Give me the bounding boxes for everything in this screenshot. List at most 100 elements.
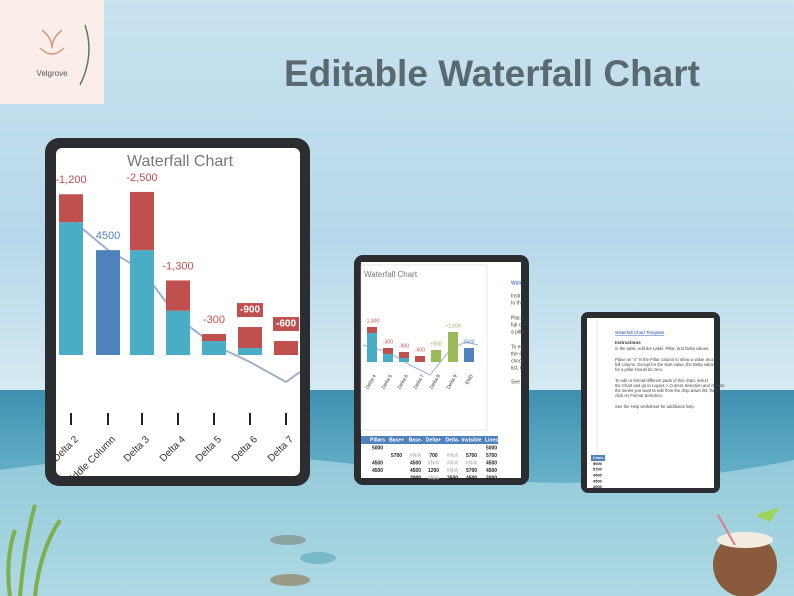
column-cell: Lines xyxy=(593,455,604,460)
text-line: Place an "x" in the Pillar column to sho… xyxy=(615,357,714,362)
text-line: full column. Except for the start value,… xyxy=(615,362,715,367)
text-line: for a pillar should be zero. xyxy=(615,367,663,372)
table-header: Lines xyxy=(485,437,498,443)
side-line: To ed xyxy=(511,344,523,350)
value-label: -1,200 xyxy=(55,174,86,186)
sheet-link: Waterfall Chart Template xyxy=(615,330,665,335)
column-cell: 4500 xyxy=(593,478,603,483)
sheet-paragraph: See the Help worksheet for additional he… xyxy=(615,404,695,409)
base-bar xyxy=(166,310,190,355)
side-line: full c xyxy=(511,322,522,328)
table-header: Base+ xyxy=(389,437,404,443)
value-label: 4500 xyxy=(96,230,120,242)
table-cell: 4500 xyxy=(372,460,383,466)
mini-label: -900 xyxy=(399,343,409,349)
mini-delta xyxy=(383,348,393,354)
table-header: Delta+ xyxy=(426,437,441,443)
column-cell: 5700 xyxy=(593,467,603,472)
column-header-bg xyxy=(591,455,605,461)
fish xyxy=(270,574,310,586)
mini-delta xyxy=(464,348,474,354)
chart-frame xyxy=(360,264,488,431)
mini-delta xyxy=(399,352,409,358)
side-line: In the xyxy=(511,300,524,306)
logo-name: Velgrove xyxy=(36,69,68,78)
mini-delta xyxy=(448,332,458,338)
side-line: See t xyxy=(511,379,523,385)
base-bar xyxy=(238,348,262,355)
table-header: Delta- xyxy=(446,437,460,443)
sheet-heading: Instructions xyxy=(615,340,641,345)
sheet-paragraph: In the table, edit the Label, Pillar, an… xyxy=(615,346,709,351)
column-cell: 5000 xyxy=(593,461,603,466)
coconut-top xyxy=(717,532,773,548)
table-cell: 4500 xyxy=(466,475,477,481)
text-line: See the Help worksheet for additional he… xyxy=(615,404,695,409)
mini-label: -1,300 xyxy=(365,318,379,324)
table-cell: 5000 xyxy=(486,445,497,451)
table-cell: 4500 xyxy=(410,460,421,466)
table-cell: 4500 xyxy=(410,468,421,474)
mini-bar xyxy=(448,332,458,362)
umbrella xyxy=(755,507,780,522)
label-box xyxy=(237,303,263,318)
column-cell: 4500 xyxy=(593,472,603,477)
table-cell: #N/A xyxy=(466,460,478,466)
side-line: choos xyxy=(511,358,525,364)
mini-label: +900 xyxy=(430,341,441,347)
side-line: Place xyxy=(511,315,524,321)
mini-category: END xyxy=(464,373,475,385)
text-line: the Chart and go to Layout > Current Sel… xyxy=(615,383,725,388)
delta-bar xyxy=(130,191,154,251)
mini-delta xyxy=(431,350,441,356)
tablet-screen xyxy=(587,318,714,488)
value-label: -300 xyxy=(203,314,225,326)
mini-delta xyxy=(415,356,425,362)
delta-bar xyxy=(238,327,262,349)
side-line: list, th xyxy=(511,365,524,371)
table-cell: 5700 xyxy=(466,468,477,474)
text-line: In the table, edit the Label, Pillar, an… xyxy=(615,346,709,351)
table-cell: 5700 xyxy=(486,453,497,459)
table-cell: 2000 xyxy=(486,475,497,481)
table-cell: 2500 xyxy=(447,475,458,481)
value-label: -2,500 xyxy=(126,172,157,184)
delta-bar xyxy=(274,341,298,355)
table-cell: 4500 xyxy=(372,468,383,474)
table-header: Pillars xyxy=(370,437,385,443)
straw xyxy=(717,514,736,546)
mini-bar xyxy=(367,327,377,362)
base-bar xyxy=(202,341,226,355)
table-cell: #N/A xyxy=(410,453,422,459)
mini-bar xyxy=(464,348,474,362)
logo-leaf xyxy=(79,24,90,86)
base-bar xyxy=(130,250,154,355)
table-cell: #N/A xyxy=(447,453,459,459)
table-header: Invisible xyxy=(461,437,481,443)
table-cell: 5000 xyxy=(372,445,383,451)
mini-label: -600 xyxy=(415,347,425,353)
table-cell: 5700 xyxy=(391,453,402,459)
text-line: the series you want to edit from the dro… xyxy=(615,388,718,393)
mini-label: -300 xyxy=(383,339,393,345)
mini-label: 1500 xyxy=(463,339,474,345)
side-line: the C xyxy=(511,351,523,357)
table-cell: 2000 xyxy=(410,475,421,481)
table-cell: 5700 xyxy=(466,453,477,459)
table-cell: #N/A xyxy=(428,460,440,466)
table-header-bg xyxy=(361,436,498,444)
table-cell: 1200 xyxy=(428,468,439,474)
column-cell: 2000 xyxy=(593,484,603,489)
side-line: Instr xyxy=(511,293,521,299)
value-label: -900 xyxy=(240,305,260,316)
coconut xyxy=(713,533,777,596)
table-cell: #N/A xyxy=(447,460,459,466)
chart-title: Waterfall Chart xyxy=(127,153,234,170)
mini-bar xyxy=(383,348,393,362)
table-header: Base- xyxy=(409,437,423,443)
delta-bar xyxy=(59,194,83,223)
side-line: a pilla xyxy=(511,329,524,335)
